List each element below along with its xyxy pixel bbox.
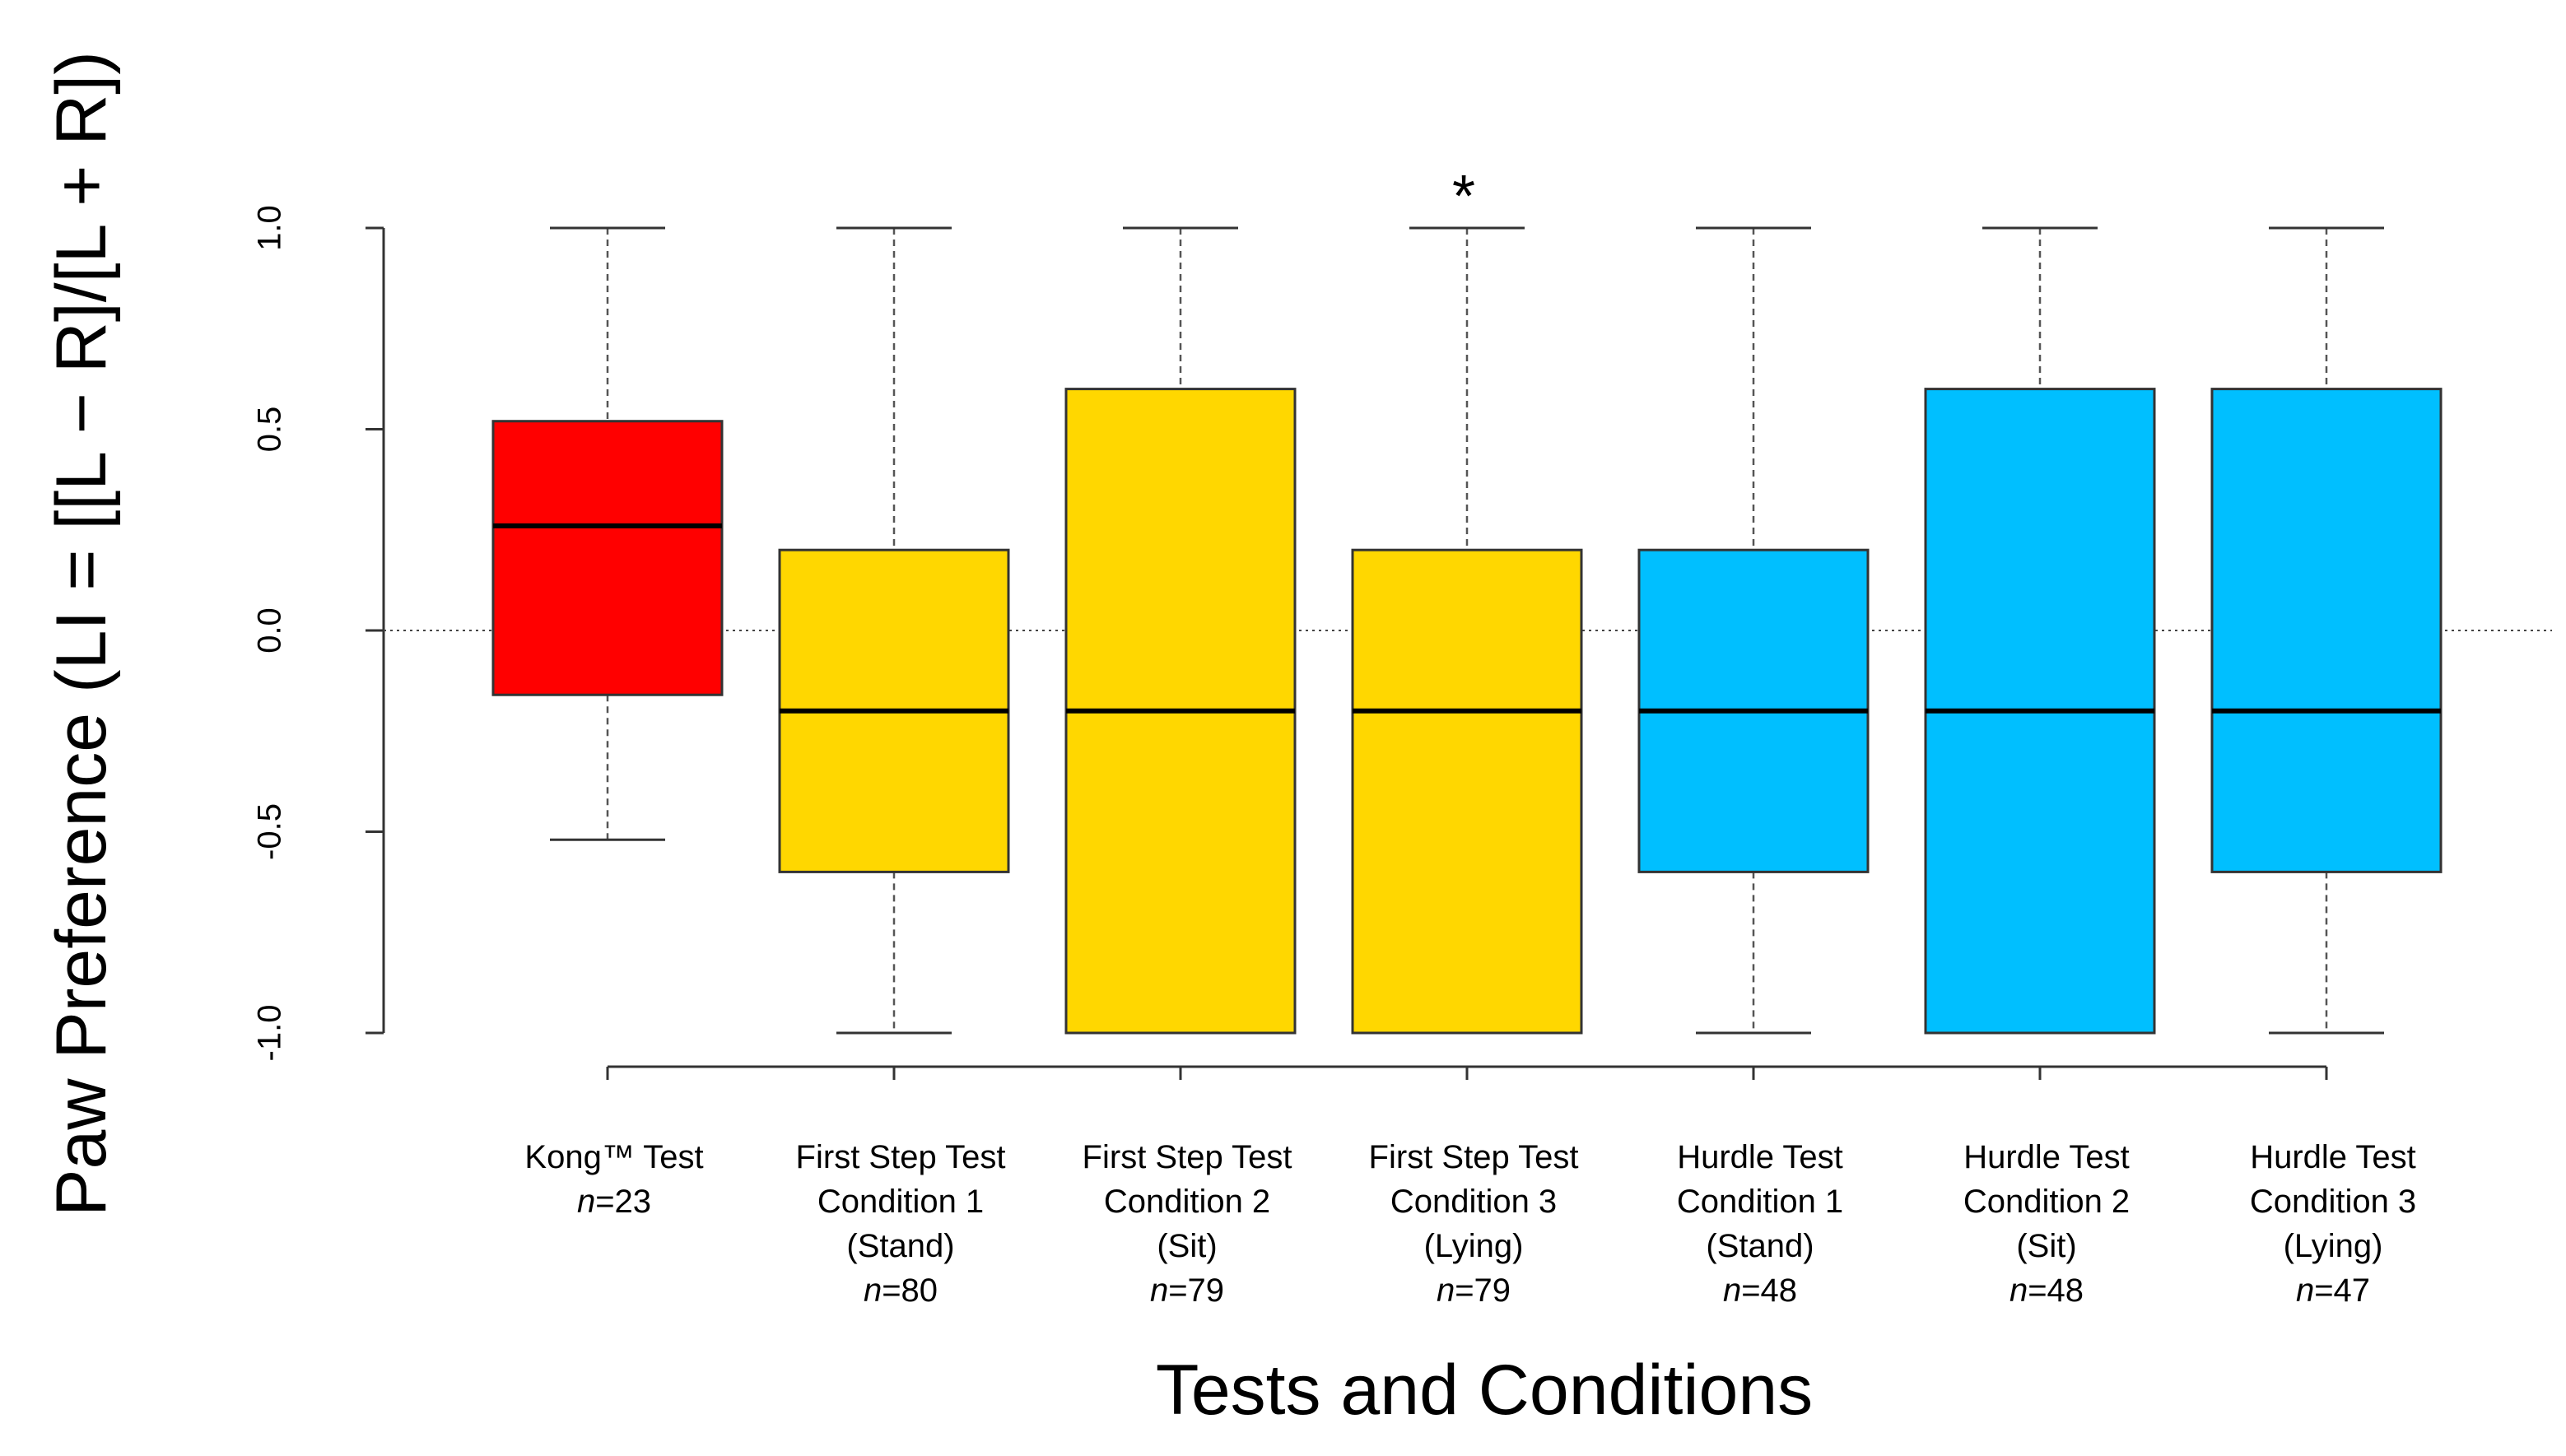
category-label-line: Hurdle Test bbox=[1677, 1139, 1843, 1175]
category-label: Kong™ Test n=23 bbox=[524, 1139, 703, 1220]
sample-size-value: =47 bbox=[2314, 1272, 2370, 1309]
category-label-line: Condition 1 bbox=[817, 1184, 984, 1220]
iqr-box bbox=[1351, 548, 1583, 1035]
category-label-line: Condition 2 bbox=[1104, 1184, 1270, 1220]
iqr-box bbox=[2210, 388, 2443, 873]
category-label-line: (Sit) bbox=[1157, 1228, 1217, 1264]
y-tick-label: 0.0 bbox=[252, 607, 288, 654]
y-axis-title: Paw Preference (LI = [[L − R]/[L + R]) bbox=[42, 51, 121, 1216]
category-label-line: Kong™ Test bbox=[524, 1139, 703, 1175]
box-group bbox=[491, 226, 724, 841]
sample-size-label: n=23 bbox=[577, 1184, 651, 1220]
sample-size-label: n=79 bbox=[1150, 1272, 1224, 1309]
y-axis: -1.0 -0.5 0.0 0.5 1.0 bbox=[252, 205, 2552, 1061]
sample-size-symbol: n bbox=[864, 1272, 882, 1309]
y-tick-label: 0.5 bbox=[252, 407, 288, 453]
box-group: * bbox=[1351, 164, 1583, 1035]
category-label-line: Condition 2 bbox=[1963, 1184, 2130, 1220]
category-label-line: (Stand) bbox=[846, 1228, 954, 1264]
sample-size-label: n=79 bbox=[1437, 1272, 1511, 1309]
category-label-line: (Stand) bbox=[1706, 1228, 1814, 1264]
x-axis-title: Tests and Conditions bbox=[1156, 1351, 1813, 1430]
box-group bbox=[1064, 226, 1297, 1035]
category-label-line: (Lying) bbox=[1424, 1228, 1524, 1264]
x-axis bbox=[606, 1065, 2328, 1080]
iqr-box bbox=[491, 420, 724, 696]
sample-size-symbol: n bbox=[577, 1184, 595, 1220]
sample-size-symbol: n bbox=[2009, 1272, 2028, 1309]
category-label-line: Condition 3 bbox=[1390, 1184, 1557, 1220]
category-label: Hurdle Test Condition 3 (Lying) n=47 bbox=[2250, 1139, 2416, 1309]
boxes: * bbox=[491, 164, 2443, 1035]
y-tick-label: 1.0 bbox=[252, 205, 288, 251]
box-group bbox=[2210, 226, 2443, 1035]
category-label: Hurdle Test Condition 1 (Stand) n=48 bbox=[1677, 1139, 1843, 1309]
significance-marker: * bbox=[1452, 164, 1475, 230]
sample-size-label: n=48 bbox=[2009, 1272, 2084, 1309]
category-label-line: Condition 1 bbox=[1677, 1184, 1843, 1220]
sample-size-value: =80 bbox=[882, 1272, 938, 1309]
sample-size-label: n=48 bbox=[1723, 1272, 1797, 1309]
category-label-line: Condition 3 bbox=[2250, 1184, 2416, 1220]
sample-size-value: =23 bbox=[595, 1184, 651, 1220]
sample-size-symbol: n bbox=[1150, 1272, 1168, 1309]
category-label-line: (Sit) bbox=[2016, 1228, 2076, 1264]
category-label: First Step Test Condition 3 (Lying) n=79 bbox=[1369, 1139, 1579, 1309]
sample-size-value: =79 bbox=[1168, 1272, 1224, 1309]
sample-size-value: =79 bbox=[1455, 1272, 1511, 1309]
y-tick-label: -0.5 bbox=[252, 803, 288, 860]
box-group bbox=[1637, 226, 1870, 1035]
category-label-line: Hurdle Test bbox=[1963, 1139, 2130, 1175]
sample-size-symbol: n bbox=[1437, 1272, 1455, 1309]
y-tick-label: -1.0 bbox=[252, 1005, 288, 1062]
sample-size-label: n=80 bbox=[864, 1272, 938, 1309]
category-label-line: Hurdle Test bbox=[2250, 1139, 2416, 1175]
sample-size-value: =48 bbox=[1741, 1272, 1797, 1309]
box-group bbox=[778, 226, 1010, 1035]
category-label-line: (Lying) bbox=[2284, 1228, 2383, 1264]
category-label: First Step Test Condition 2 (Sit) n=79 bbox=[1083, 1139, 1292, 1309]
category-label: Hurdle Test Condition 2 (Sit) n=48 bbox=[1963, 1139, 2130, 1309]
category-label: First Step Test Condition 1 (Stand) n=80 bbox=[796, 1139, 1006, 1309]
box-group bbox=[1924, 226, 2156, 1035]
sample-size-symbol: n bbox=[1723, 1272, 1741, 1309]
category-label-line: First Step Test bbox=[796, 1139, 1006, 1175]
sample-size-symbol: n bbox=[2296, 1272, 2314, 1309]
sample-size-value: =48 bbox=[2028, 1272, 2084, 1309]
category-label-line: First Step Test bbox=[1083, 1139, 1292, 1175]
category-label-line: First Step Test bbox=[1369, 1139, 1579, 1175]
sample-size-label: n=47 bbox=[2296, 1272, 2370, 1309]
